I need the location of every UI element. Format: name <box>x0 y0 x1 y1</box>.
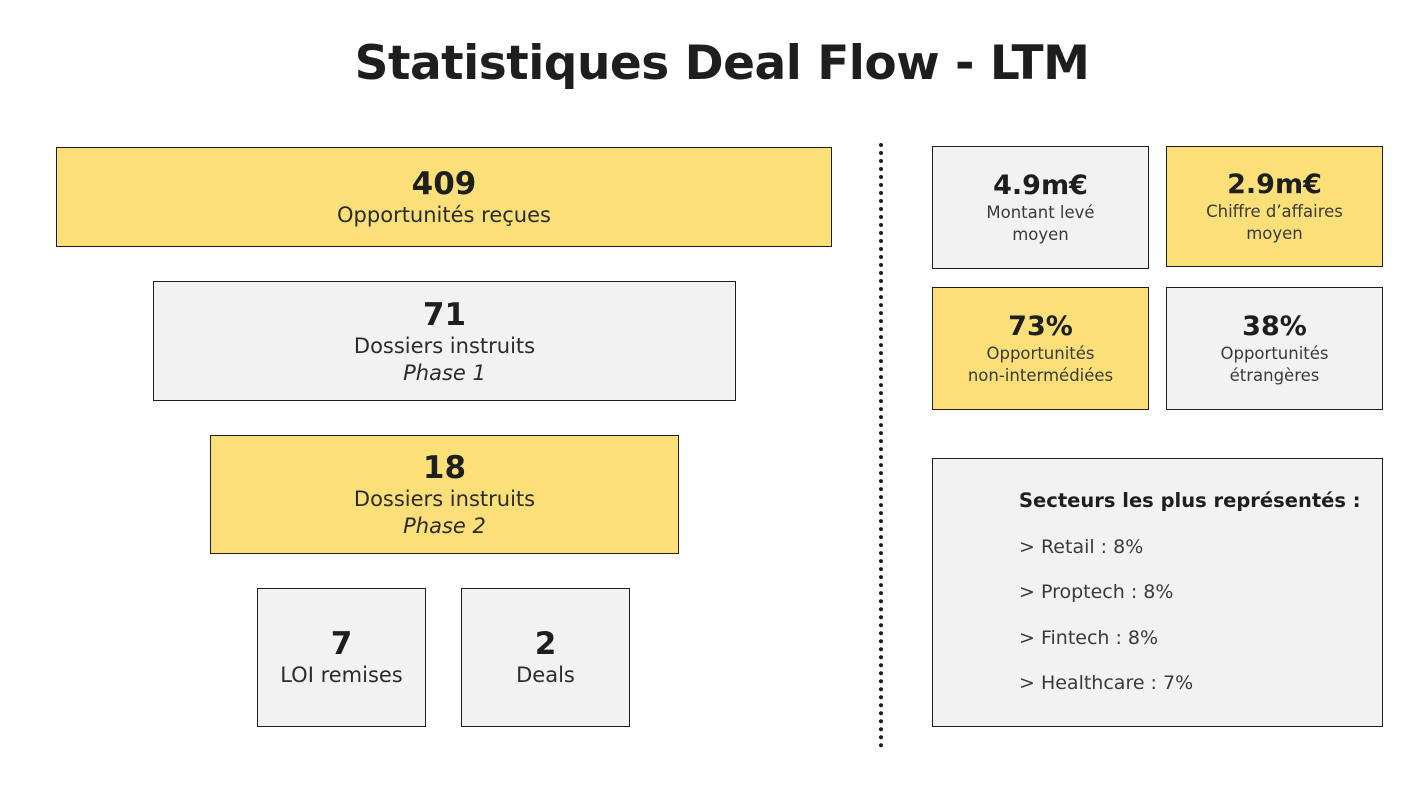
kpi-etrangeres-label-1: Opportunités <box>1220 343 1329 363</box>
kpi-ca-label-1: Chiffre d’affaires <box>1206 201 1343 221</box>
sectors-box: Secteurs les plus représentés : > Retail… <box>932 458 1383 727</box>
kpi-non-intermediees-box: 73% Opportunités non-intermédiées <box>932 287 1149 410</box>
sector-item: > Proptech : 8% <box>1019 581 1174 603</box>
sector-item: > Healthcare : 7% <box>1019 672 1194 694</box>
funnel-received-box: 409 Opportunités reçues <box>56 147 832 247</box>
kpi-etrangeres-label-2: étrangères <box>1229 365 1320 385</box>
funnel-phase2-box: 18 Dossiers instruits Phase 2 <box>210 435 679 554</box>
funnel-phase2-label: Dossiers instruits <box>353 487 536 511</box>
kpi-non-intermediees-label-1: Opportunités <box>986 343 1095 363</box>
funnel-phase1-box: 71 Dossiers instruits Phase 1 <box>153 281 736 401</box>
kpi-montant-label-2: moyen <box>1012 224 1069 244</box>
kpi-non-intermediees-label-2: non-intermédiées <box>967 365 1114 385</box>
funnel-deals-value: 2 <box>534 626 557 662</box>
funnel-phase2-value: 18 <box>422 450 467 486</box>
funnel-deals-label: Deals <box>516 663 575 687</box>
sector-item: > Fintech : 8% <box>1019 627 1159 649</box>
funnel-loi-label: LOI remises <box>280 663 403 687</box>
funnel-phase1-label: Dossiers instruits <box>353 333 536 358</box>
kpi-ca-label-2: moyen <box>1246 223 1303 243</box>
kpi-ca-value: 2.9m€ <box>1227 168 1322 200</box>
kpi-ca-box: 2.9m€ Chiffre d’affaires moyen <box>1166 146 1383 267</box>
funnel-phase1-sub: Phase 1 <box>403 360 486 385</box>
funnel-loi-box: 7 LOI remises <box>257 588 426 727</box>
sectors-title: Secteurs les plus représentés : <box>1019 489 1361 512</box>
sector-item: > Retail : 8% <box>1019 536 1144 558</box>
kpi-etrangeres-value: 38% <box>1242 310 1307 342</box>
dotted-divider <box>879 143 883 748</box>
kpi-montant-value: 4.9m€ <box>993 169 1088 201</box>
funnel-deals-box: 2 Deals <box>461 588 630 727</box>
funnel-received-value: 409 <box>411 165 477 202</box>
kpi-montant-box: 4.9m€ Montant levé moyen <box>932 146 1149 269</box>
funnel-received-label: Opportunités reçues <box>337 202 551 227</box>
kpi-non-intermediees-value: 73% <box>1008 310 1073 342</box>
funnel-loi-value: 7 <box>330 626 353 662</box>
funnel-phase2-sub: Phase 2 <box>403 514 486 538</box>
kpi-montant-label-1: Montant levé <box>986 202 1095 222</box>
kpi-etrangeres-box: 38% Opportunités étrangères <box>1166 287 1383 410</box>
page-title: Statistiques Deal Flow - LTM <box>354 36 1090 91</box>
funnel-phase1-value: 71 <box>422 296 467 333</box>
